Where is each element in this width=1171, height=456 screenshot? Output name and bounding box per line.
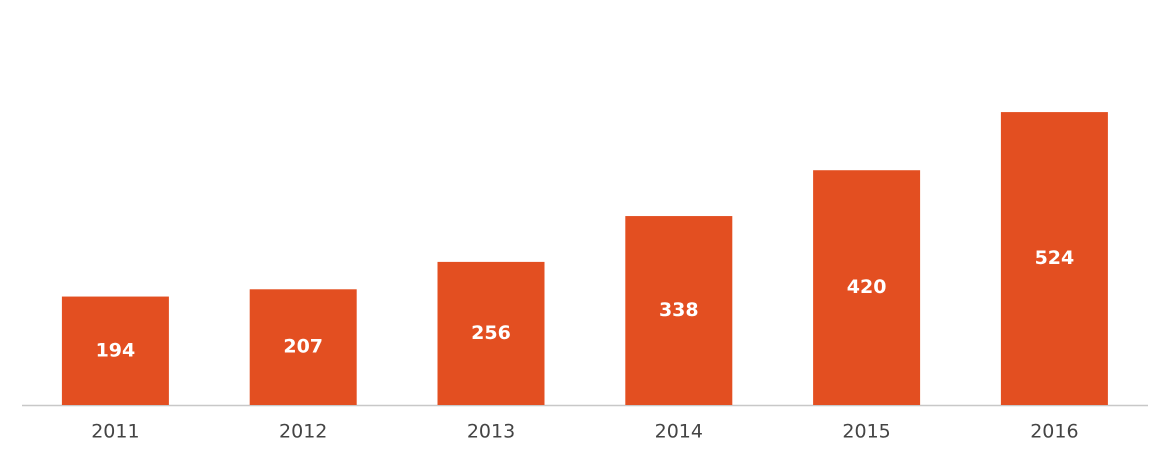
value-label: 420 — [847, 276, 887, 298]
value-label: 194 — [96, 339, 136, 361]
value-label: 338 — [659, 299, 699, 321]
x-tick-label: 2016 — [1030, 421, 1078, 443]
bar — [61, 296, 169, 405]
value-label: 524 — [1035, 247, 1075, 269]
bar — [249, 289, 357, 405]
bar — [625, 216, 733, 405]
x-tick-label: 2013 — [467, 421, 515, 443]
x-tick-label: 2014 — [655, 421, 703, 443]
x-tick-label: 2011 — [91, 421, 139, 443]
bar — [1000, 112, 1108, 406]
value-label: 256 — [471, 322, 511, 344]
x-tick-label: 2015 — [842, 421, 890, 443]
bar — [813, 170, 921, 405]
value-label: 207 — [283, 336, 323, 358]
x-tick-label: 2012 — [279, 421, 327, 443]
bar — [437, 261, 545, 405]
